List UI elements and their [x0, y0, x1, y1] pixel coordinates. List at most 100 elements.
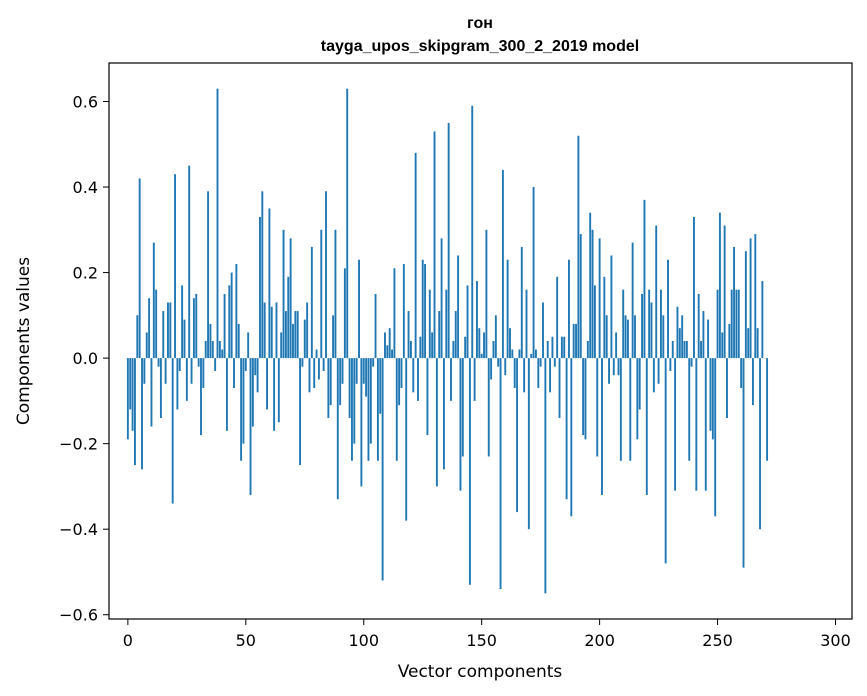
- bar-70: [292, 323, 294, 359]
- bar-158: [499, 358, 502, 590]
- bar-208: [617, 358, 620, 376]
- bar-267: [756, 328, 759, 359]
- bar-240: [693, 216, 695, 359]
- bar-167: [520, 246, 523, 359]
- bar-45: [233, 358, 235, 389]
- bar-121: [412, 358, 415, 393]
- bar-205: [610, 255, 613, 359]
- bar-251: [718, 212, 721, 359]
- bar-221: [648, 289, 651, 359]
- bar-85: [327, 358, 330, 418]
- bar-232: [674, 358, 677, 491]
- bar-182: [556, 276, 559, 359]
- y-tick-label: 0.2: [73, 264, 98, 283]
- bar-53: [251, 358, 254, 427]
- bar-193: [582, 358, 585, 436]
- bar-49: [242, 358, 245, 444]
- bar-122: [414, 152, 417, 359]
- bar-146: [471, 105, 474, 359]
- x-axis-label: Vector components: [398, 662, 563, 682]
- bar-114: [395, 358, 398, 461]
- bar-235: [681, 315, 684, 359]
- bar-94: [348, 358, 351, 418]
- bar-244: [702, 311, 705, 359]
- bar-16: [164, 358, 167, 384]
- x-tick-label: 0: [123, 631, 133, 650]
- bar-227: [662, 315, 665, 359]
- bar-174: [537, 358, 540, 389]
- bar-29: [195, 293, 198, 359]
- bar-161: [506, 259, 509, 359]
- bar-127: [426, 358, 429, 436]
- bar-38: [216, 88, 219, 359]
- bar-105: [374, 293, 377, 359]
- bar-218: [641, 293, 644, 359]
- bar-217: [638, 358, 641, 410]
- y-tick-label: −0.6: [59, 606, 98, 625]
- bar-99: [360, 358, 363, 487]
- x-tick-label: 250: [702, 631, 733, 650]
- bar-62: [273, 358, 276, 431]
- chart-title: гон: [467, 15, 493, 32]
- bar-41: [223, 293, 226, 359]
- bar-230: [669, 358, 672, 371]
- bar-256: [730, 289, 733, 359]
- bar-135: [445, 289, 448, 359]
- x-axis-ticks: 0 50 100 150 200 250 300: [123, 619, 851, 650]
- bar-134: [443, 358, 445, 470]
- bar-151: [483, 332, 485, 359]
- bar-13: [157, 358, 160, 367]
- bar-150: [480, 353, 483, 359]
- bar-83: [322, 358, 325, 371]
- bar-90: [339, 358, 342, 406]
- x-tick-label: 50: [236, 631, 256, 650]
- bar-124: [419, 336, 422, 359]
- y-tick-label: 0.6: [73, 92, 98, 111]
- x-tick-label: 300: [820, 631, 851, 650]
- bar-34: [207, 191, 210, 359]
- bar-231: [671, 341, 674, 359]
- bar-199: [596, 358, 599, 457]
- bar-210: [622, 289, 625, 359]
- bar-12: [155, 289, 158, 359]
- bar-213: [629, 358, 632, 461]
- bar-109: [384, 332, 386, 359]
- bar-170: [527, 358, 530, 530]
- bar-14: [159, 358, 162, 418]
- bar-46: [235, 264, 238, 359]
- bar-216: [636, 358, 639, 440]
- bar-242: [697, 293, 700, 359]
- bar-118: [405, 358, 408, 521]
- bar-204: [608, 358, 610, 384]
- bar-107: [379, 358, 382, 414]
- bar-2: [131, 358, 134, 431]
- bar-95: [351, 358, 353, 461]
- bar-265: [751, 358, 754, 406]
- bar-91: [341, 358, 344, 384]
- bar-65: [280, 332, 283, 359]
- bar-17: [167, 302, 169, 359]
- bar-series: [126, 88, 769, 594]
- bar-123: [417, 358, 419, 401]
- bar-57: [261, 191, 264, 359]
- bar-189: [572, 323, 575, 359]
- bar-71: [294, 311, 297, 359]
- bar-162: [509, 328, 511, 359]
- bar-66: [282, 229, 285, 359]
- bar-163: [511, 349, 514, 359]
- bar-98: [358, 259, 360, 359]
- bar-141: [459, 358, 462, 491]
- bar-241: [695, 358, 698, 491]
- bar-42: [225, 358, 228, 431]
- bar-234: [678, 328, 681, 359]
- bar-250: [716, 289, 719, 359]
- bar-48: [240, 358, 243, 461]
- x-tick-label: 150: [466, 631, 497, 650]
- y-tick-label: −0.2: [59, 435, 98, 454]
- bar-209: [619, 358, 622, 461]
- bar-248: [711, 358, 714, 440]
- bar-88: [334, 229, 337, 359]
- bar-111: [388, 328, 391, 359]
- bar-113: [393, 268, 396, 359]
